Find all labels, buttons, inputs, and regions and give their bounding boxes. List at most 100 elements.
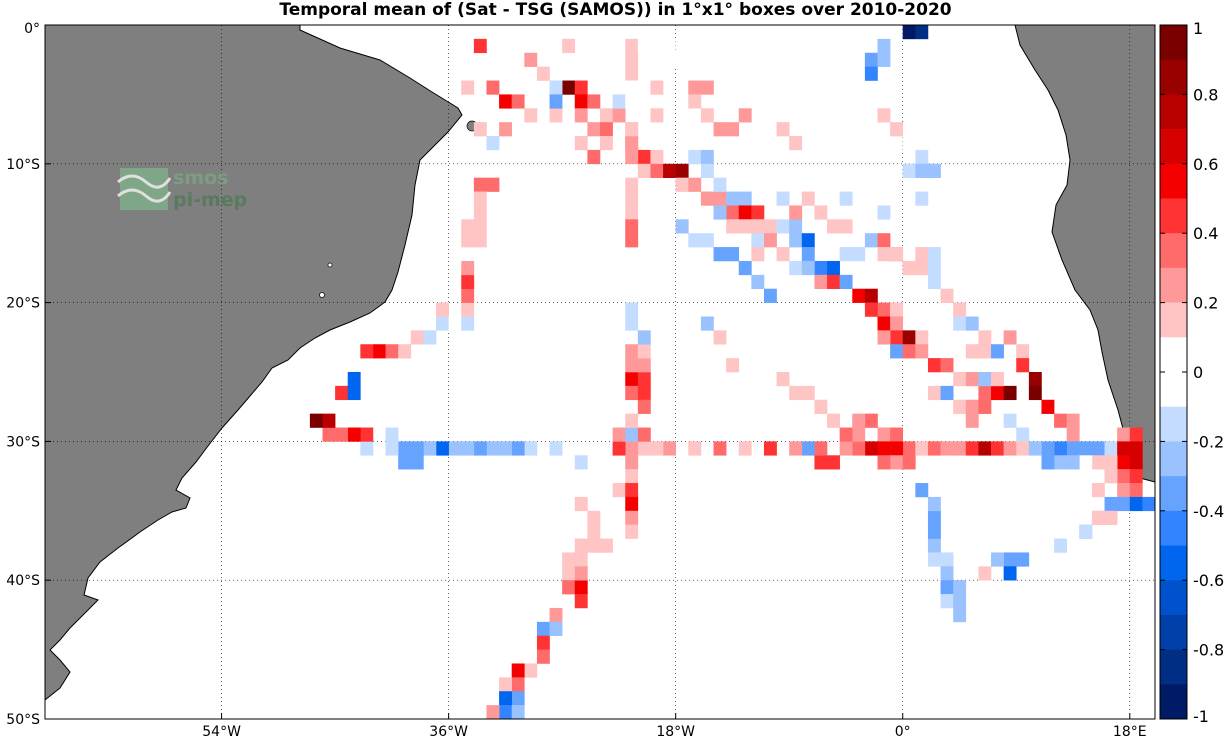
heatmap-cell [410, 455, 424, 470]
colorbar-step [1160, 649, 1187, 685]
heatmap-cell [940, 385, 954, 401]
heatmap-cell [473, 233, 487, 248]
heatmap-cell [625, 441, 639, 456]
heatmap-cell [461, 288, 475, 303]
heatmap-cell [637, 149, 651, 165]
heatmap-cell [877, 233, 891, 248]
heatmap-cell [801, 233, 815, 248]
heatmap-cell [877, 247, 891, 262]
heatmap-cell [915, 330, 929, 345]
heatmap-cell [700, 191, 714, 206]
heatmap-cell [915, 149, 929, 165]
heatmap-cell [890, 427, 904, 442]
heatmap-cell [902, 441, 916, 456]
heatmap-cell [789, 441, 803, 456]
heatmap-cell [574, 594, 588, 609]
heatmap-cell [688, 441, 702, 456]
heatmap-cell [1079, 524, 1093, 539]
heatmap-cell [461, 316, 475, 331]
heatmap-cell [1104, 441, 1118, 456]
heatmap-cell [574, 455, 588, 470]
heatmap-cell [360, 427, 374, 442]
heatmap-cell [1079, 455, 1093, 470]
heatmap-cell [953, 441, 967, 456]
logo-wave-icon [120, 168, 168, 210]
heatmap-cell [398, 455, 412, 470]
heatmap-cell [650, 149, 664, 165]
heatmap-cell [1016, 427, 1030, 442]
heatmap-cell [915, 163, 929, 178]
heatmap-cell [549, 94, 563, 109]
heatmap-cell [587, 149, 601, 165]
heatmap-cell [776, 372, 790, 387]
heatmap-cell [486, 719, 499, 733]
heatmap-cell [713, 177, 727, 192]
heatmap-cell [675, 219, 689, 234]
heatmap-cell [625, 344, 639, 359]
heatmap-cell [524, 52, 538, 67]
heatmap-cell [991, 344, 1004, 359]
heatmap-cell [877, 316, 891, 331]
heatmap-cell [852, 288, 866, 303]
heatmap-cell [1054, 413, 1068, 428]
colorbar-tick-label: -0.4 [1193, 502, 1224, 521]
heatmap-cell [915, 25, 929, 40]
heatmap-cell [461, 233, 475, 248]
heatmap-cell [978, 441, 992, 456]
heatmap-cell [637, 372, 651, 387]
heatmap-cell [864, 66, 878, 81]
heatmap-cell [574, 108, 588, 123]
heatmap-cell [927, 358, 941, 373]
heatmap-cell [1054, 538, 1068, 553]
heatmap-cell [953, 607, 967, 623]
heatmap-cell [322, 427, 336, 442]
heatmap-cell [940, 358, 954, 373]
heatmap-cell [1104, 496, 1118, 512]
heatmap-cell [688, 149, 702, 165]
heatmap-cell [473, 191, 487, 206]
heatmap-cell [625, 149, 639, 165]
heatmap-cell [486, 705, 500, 719]
heatmap-cell [738, 260, 752, 276]
heatmap-cell [473, 219, 487, 234]
heatmap-cell [915, 260, 929, 276]
heatmap-cell [688, 80, 702, 95]
heatmap-cell [776, 247, 790, 262]
heatmap-cell [637, 344, 651, 359]
heatmap-cell [927, 552, 941, 567]
heatmap-cell [940, 594, 954, 609]
colorbar-step [1160, 337, 1187, 373]
heatmap-cell [600, 108, 613, 123]
heatmap-cell [322, 413, 336, 428]
heatmap-cell [864, 413, 878, 428]
heatmap-cell [587, 510, 601, 525]
heatmap-cell [902, 25, 916, 40]
heatmap-cell [738, 108, 752, 123]
heatmap-cell [890, 316, 904, 331]
heatmap-cell [1117, 455, 1131, 470]
heatmap-cell [612, 108, 626, 123]
heatmap-cell [738, 219, 752, 234]
heatmap-cell [852, 247, 866, 262]
y-tick-label: 0° [24, 21, 40, 37]
heatmap-cell [864, 233, 878, 248]
heatmap-cell [801, 191, 815, 206]
heatmap-cell [663, 52, 676, 67]
heatmap-cell [650, 108, 664, 123]
heatmap-cell [536, 621, 550, 637]
colorbar-step [1160, 510, 1187, 546]
heatmap-cell [461, 302, 475, 317]
heatmap-cell [700, 108, 714, 123]
heatmap-cell [625, 94, 639, 109]
heatmap-cell [637, 38, 651, 54]
heatmap-cell [688, 233, 702, 248]
heatmap-cell [461, 219, 475, 234]
heatmap-cell [751, 219, 765, 234]
heatmap-cell [877, 108, 891, 123]
heatmap-cell [1117, 427, 1131, 442]
chart-title: Temporal mean of (Sat - TSG (SAMOS)) in … [279, 0, 952, 20]
heatmap-cell [1129, 455, 1143, 470]
heatmap-cell [814, 441, 828, 456]
colorbar-step [1160, 163, 1187, 199]
heatmap-cell [1129, 483, 1143, 498]
